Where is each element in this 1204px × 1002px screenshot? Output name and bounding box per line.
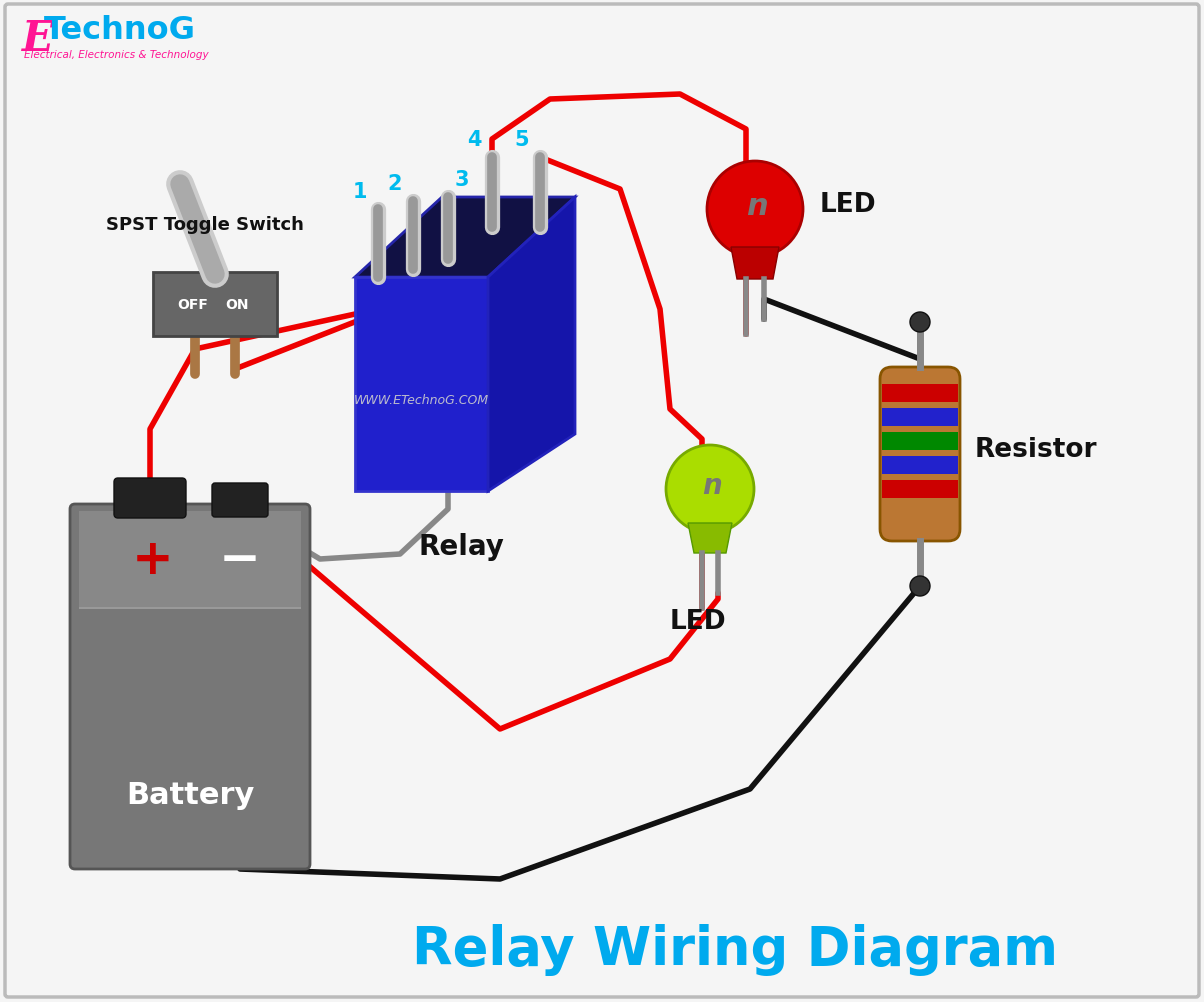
Text: OFF: OFF <box>177 298 208 312</box>
FancyBboxPatch shape <box>880 368 960 541</box>
Polygon shape <box>687 523 732 553</box>
Bar <box>883 481 958 499</box>
Polygon shape <box>731 247 779 280</box>
Polygon shape <box>355 197 576 278</box>
Text: Resistor: Resistor <box>975 437 1098 463</box>
Circle shape <box>707 162 803 258</box>
Bar <box>883 385 958 403</box>
Text: 5: 5 <box>514 130 530 150</box>
Text: WWW.ETechnoG.COM: WWW.ETechnoG.COM <box>354 393 489 406</box>
Text: 3: 3 <box>455 169 470 189</box>
Text: Relay Wiring Diagram: Relay Wiring Diagram <box>412 923 1058 975</box>
Circle shape <box>666 446 754 533</box>
Bar <box>79 511 301 609</box>
Bar <box>883 409 958 427</box>
Polygon shape <box>488 197 576 492</box>
Circle shape <box>910 576 929 596</box>
Text: E: E <box>22 18 54 60</box>
Text: SPST Toggle Switch: SPST Toggle Switch <box>106 215 303 233</box>
FancyBboxPatch shape <box>212 484 268 517</box>
Text: Battery: Battery <box>125 780 254 809</box>
Bar <box>883 457 958 475</box>
Text: Relay: Relay <box>418 532 504 560</box>
Polygon shape <box>355 278 488 492</box>
Text: n: n <box>702 472 722 500</box>
Text: 2: 2 <box>388 173 402 193</box>
Bar <box>79 607 301 609</box>
Text: 1: 1 <box>353 181 367 201</box>
Text: LED: LED <box>669 608 726 634</box>
Text: Electrical, Electronics & Technology: Electrical, Electronics & Technology <box>24 50 208 60</box>
Text: TechnoG: TechnoG <box>45 15 196 46</box>
Text: LED: LED <box>820 191 877 217</box>
Text: −: − <box>219 535 261 583</box>
FancyBboxPatch shape <box>5 5 1199 997</box>
Text: +: + <box>132 535 173 583</box>
Circle shape <box>910 313 929 333</box>
Text: n: n <box>746 191 768 220</box>
Bar <box>883 433 958 451</box>
FancyBboxPatch shape <box>153 273 277 337</box>
FancyBboxPatch shape <box>114 479 185 518</box>
Text: 4: 4 <box>467 130 482 150</box>
FancyBboxPatch shape <box>70 504 309 869</box>
Text: ON: ON <box>225 298 249 312</box>
